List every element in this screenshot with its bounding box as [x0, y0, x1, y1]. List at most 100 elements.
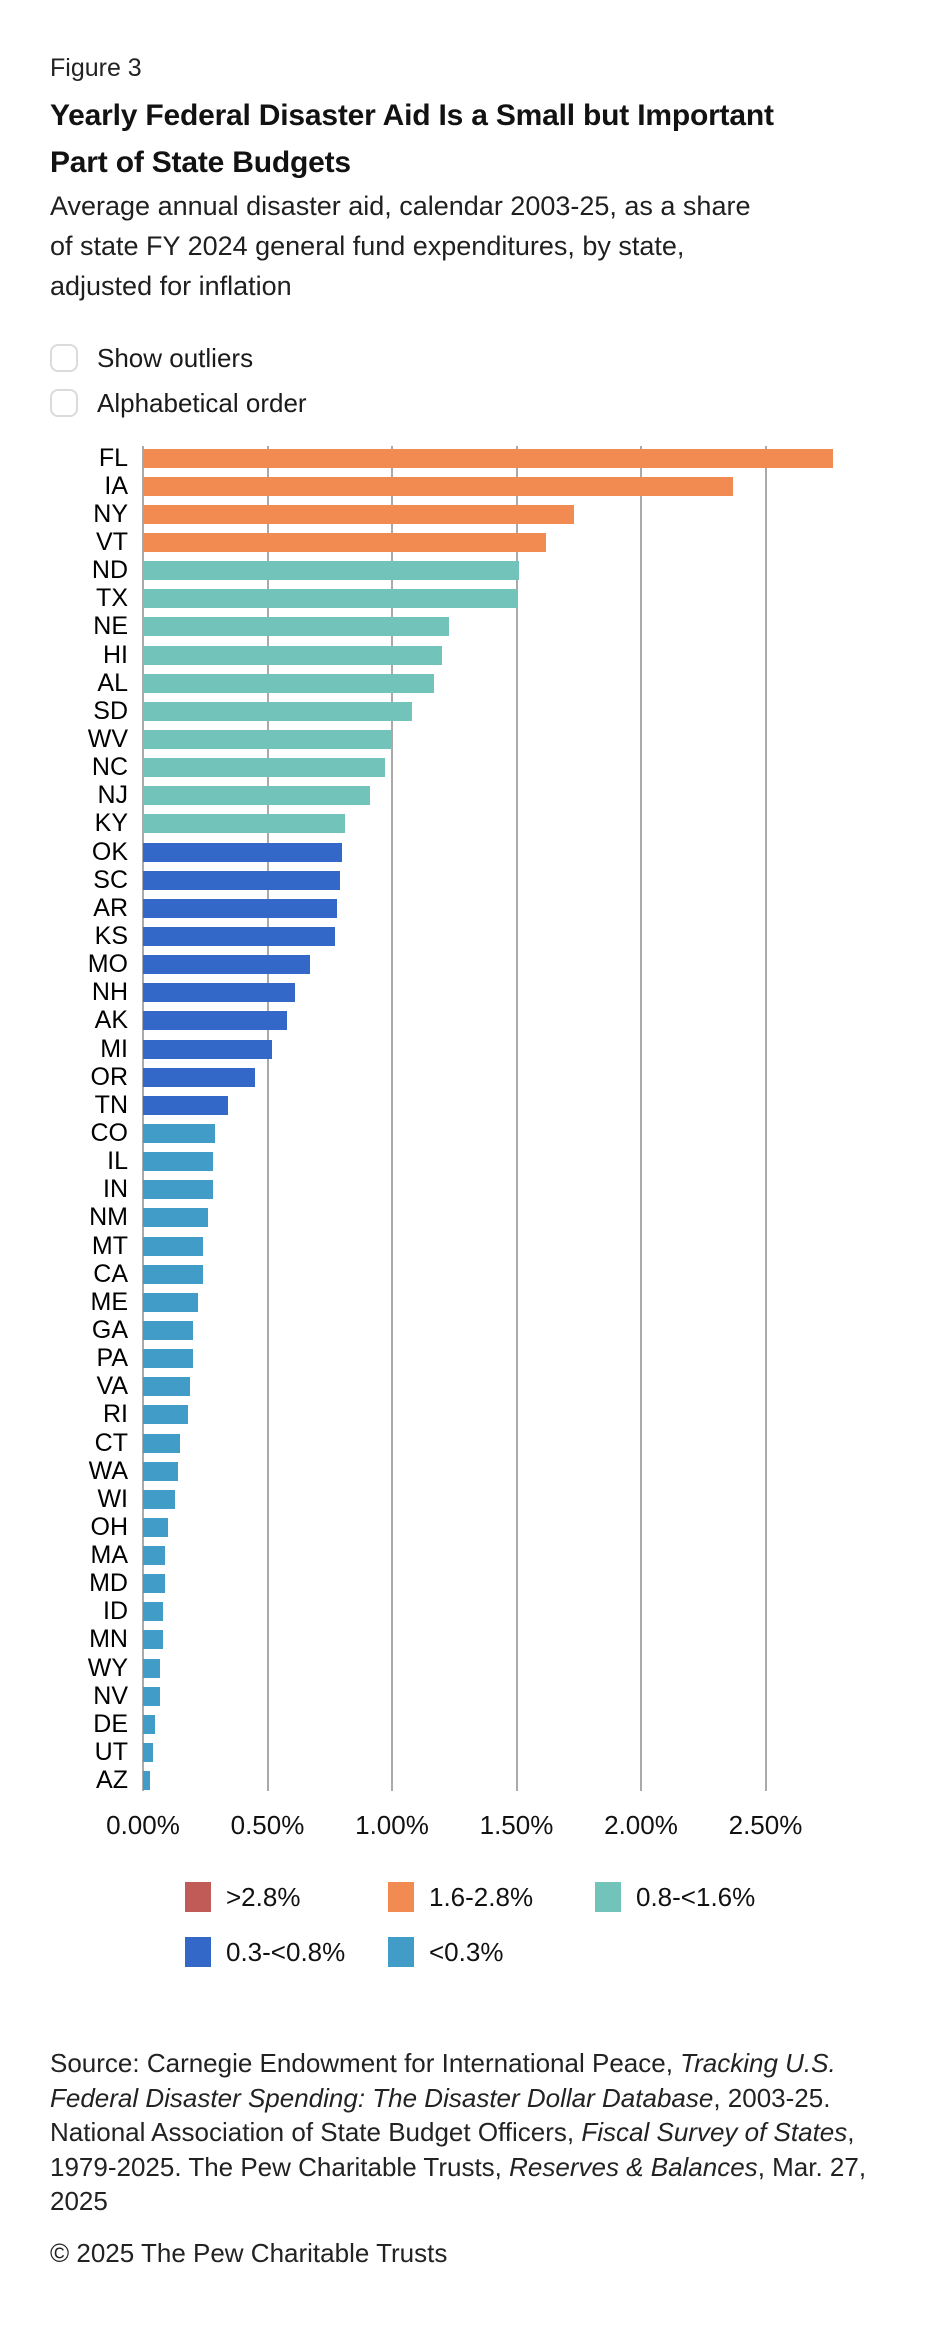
source-line: National Association of State Budget Off…: [50, 2117, 855, 2147]
state-label: MA: [90, 1541, 129, 1569]
state-label: MO: [87, 950, 128, 978]
bar-VT[interactable]: [143, 533, 546, 552]
checkbox-row-show-outliers: Show outliers: [50, 344, 253, 372]
bar-row-ND: ND: [0, 556, 934, 584]
bar-WA[interactable]: [143, 1462, 178, 1481]
chart-subtitle: Average annual disaster aid, calendar 20…: [50, 186, 750, 306]
bar-OK[interactable]: [143, 843, 342, 862]
bar-row-SD: SD: [0, 699, 934, 724]
state-label: WV: [87, 725, 128, 753]
bar-WY[interactable]: [143, 1659, 160, 1678]
legend-item: 0.3-<0.8%: [185, 1937, 345, 1967]
state-label: CA: [93, 1260, 128, 1288]
bar-row-NC: NC: [0, 753, 934, 781]
legend-label: <0.3%: [429, 1937, 504, 1967]
bar-WV[interactable]: [143, 730, 392, 749]
source-line: Federal Disaster Spending: The Disaster …: [50, 2082, 831, 2113]
bar-RI[interactable]: [143, 1405, 188, 1424]
copyright-note: © 2025 The Pew Charitable Trusts: [50, 2238, 448, 2268]
bar-OH[interactable]: [143, 1518, 168, 1537]
checkbox-alphabetical-order[interactable]: [50, 389, 78, 417]
bar-NJ[interactable]: [143, 786, 370, 805]
bar-MA[interactable]: [143, 1546, 165, 1565]
bar-CA[interactable]: [143, 1265, 203, 1284]
bar-row-TX: TX: [0, 586, 934, 611]
checkbox-label[interactable]: Show outliers: [97, 343, 254, 373]
bar-row-AL: AL: [0, 669, 934, 697]
bar-row-UT: UT: [0, 1740, 934, 1765]
bar-row-CA: CA: [0, 1260, 934, 1288]
bar-MD[interactable]: [143, 1574, 165, 1593]
bar-SC[interactable]: [143, 871, 340, 890]
bar-UT[interactable]: [143, 1743, 153, 1762]
bar-TN[interactable]: [143, 1096, 228, 1115]
bar-ID[interactable]: [143, 1602, 163, 1621]
state-label: MT: [91, 1232, 128, 1260]
bar-WI[interactable]: [143, 1490, 175, 1509]
bar-FL[interactable]: [143, 449, 833, 468]
state-label: NV: [93, 1682, 128, 1710]
legend-label: 0.8-<1.6%: [636, 1882, 756, 1912]
bar-PA[interactable]: [143, 1349, 193, 1368]
bar-row-MO: MO: [0, 950, 934, 978]
bar-KY[interactable]: [143, 814, 345, 833]
bar-HI[interactable]: [143, 646, 442, 665]
bar-DE[interactable]: [143, 1715, 155, 1734]
bar-AK[interactable]: [143, 1011, 287, 1030]
bar-row-TN: TN: [0, 1093, 934, 1118]
x-axis-tick-label: 0.50%: [230, 1810, 305, 1840]
bar-IL[interactable]: [143, 1152, 213, 1171]
state-label: WI: [97, 1485, 128, 1513]
state-label: PA: [96, 1344, 129, 1372]
state-label: ME: [90, 1288, 129, 1316]
state-label: NC: [91, 753, 128, 781]
bar-row-OK: OK: [0, 840, 934, 865]
bar-NC[interactable]: [143, 758, 385, 777]
bar-AL[interactable]: [143, 674, 434, 693]
bar-row-SC: SC: [0, 868, 934, 893]
bar-row-CO: CO: [0, 1121, 934, 1146]
bar-row-NM: NM: [0, 1205, 934, 1230]
bar-MT[interactable]: [143, 1237, 203, 1256]
bar-KS[interactable]: [143, 927, 335, 946]
legend-item: 1.6-2.8%: [388, 1882, 533, 1912]
bar-AR[interactable]: [143, 899, 337, 918]
bar-OR[interactable]: [143, 1068, 255, 1087]
bar-MI[interactable]: [143, 1040, 272, 1059]
bar-NV[interactable]: [143, 1687, 160, 1706]
state-label: IA: [104, 472, 128, 500]
bar-AZ[interactable]: [143, 1771, 150, 1790]
bar-row-HI: HI: [0, 643, 934, 668]
bar-CO[interactable]: [143, 1124, 215, 1143]
bar-row-IA: IA: [0, 472, 934, 500]
bar-IN[interactable]: [143, 1180, 213, 1199]
bar-TX[interactable]: [143, 589, 517, 608]
bar-MO[interactable]: [143, 955, 310, 974]
bar-GA[interactable]: [143, 1321, 193, 1340]
legend-label: >2.8%: [226, 1882, 301, 1912]
bar-row-MN: MN: [0, 1627, 934, 1652]
bar-row-KS: KS: [0, 924, 934, 949]
state-label: ND: [91, 556, 128, 584]
bar-ME[interactable]: [143, 1293, 198, 1312]
state-label: AL: [97, 669, 128, 697]
state-label: AZ: [96, 1766, 128, 1794]
bar-IA[interactable]: [143, 477, 733, 496]
bar-MN[interactable]: [143, 1630, 163, 1649]
bar-NY[interactable]: [143, 505, 574, 524]
bar-NH[interactable]: [143, 983, 295, 1002]
bar-row-WI: WI: [0, 1485, 934, 1513]
legend-item: 0.8-<1.6%: [595, 1882, 755, 1912]
bar-VA[interactable]: [143, 1377, 190, 1396]
checkbox-label[interactable]: Alphabetical order: [97, 388, 307, 418]
bar-NM[interactable]: [143, 1208, 208, 1227]
bar-row-MT: MT: [0, 1232, 934, 1260]
checkbox-show-outliers[interactable]: [50, 344, 78, 372]
state-label: KY: [94, 809, 128, 837]
state-label: VA: [96, 1372, 129, 1400]
bar-NE[interactable]: [143, 617, 449, 636]
bar-CT[interactable]: [143, 1434, 180, 1453]
bar-ND[interactable]: [143, 561, 519, 580]
figure-number: Figure 3: [50, 54, 142, 82]
bar-SD[interactable]: [143, 702, 412, 721]
